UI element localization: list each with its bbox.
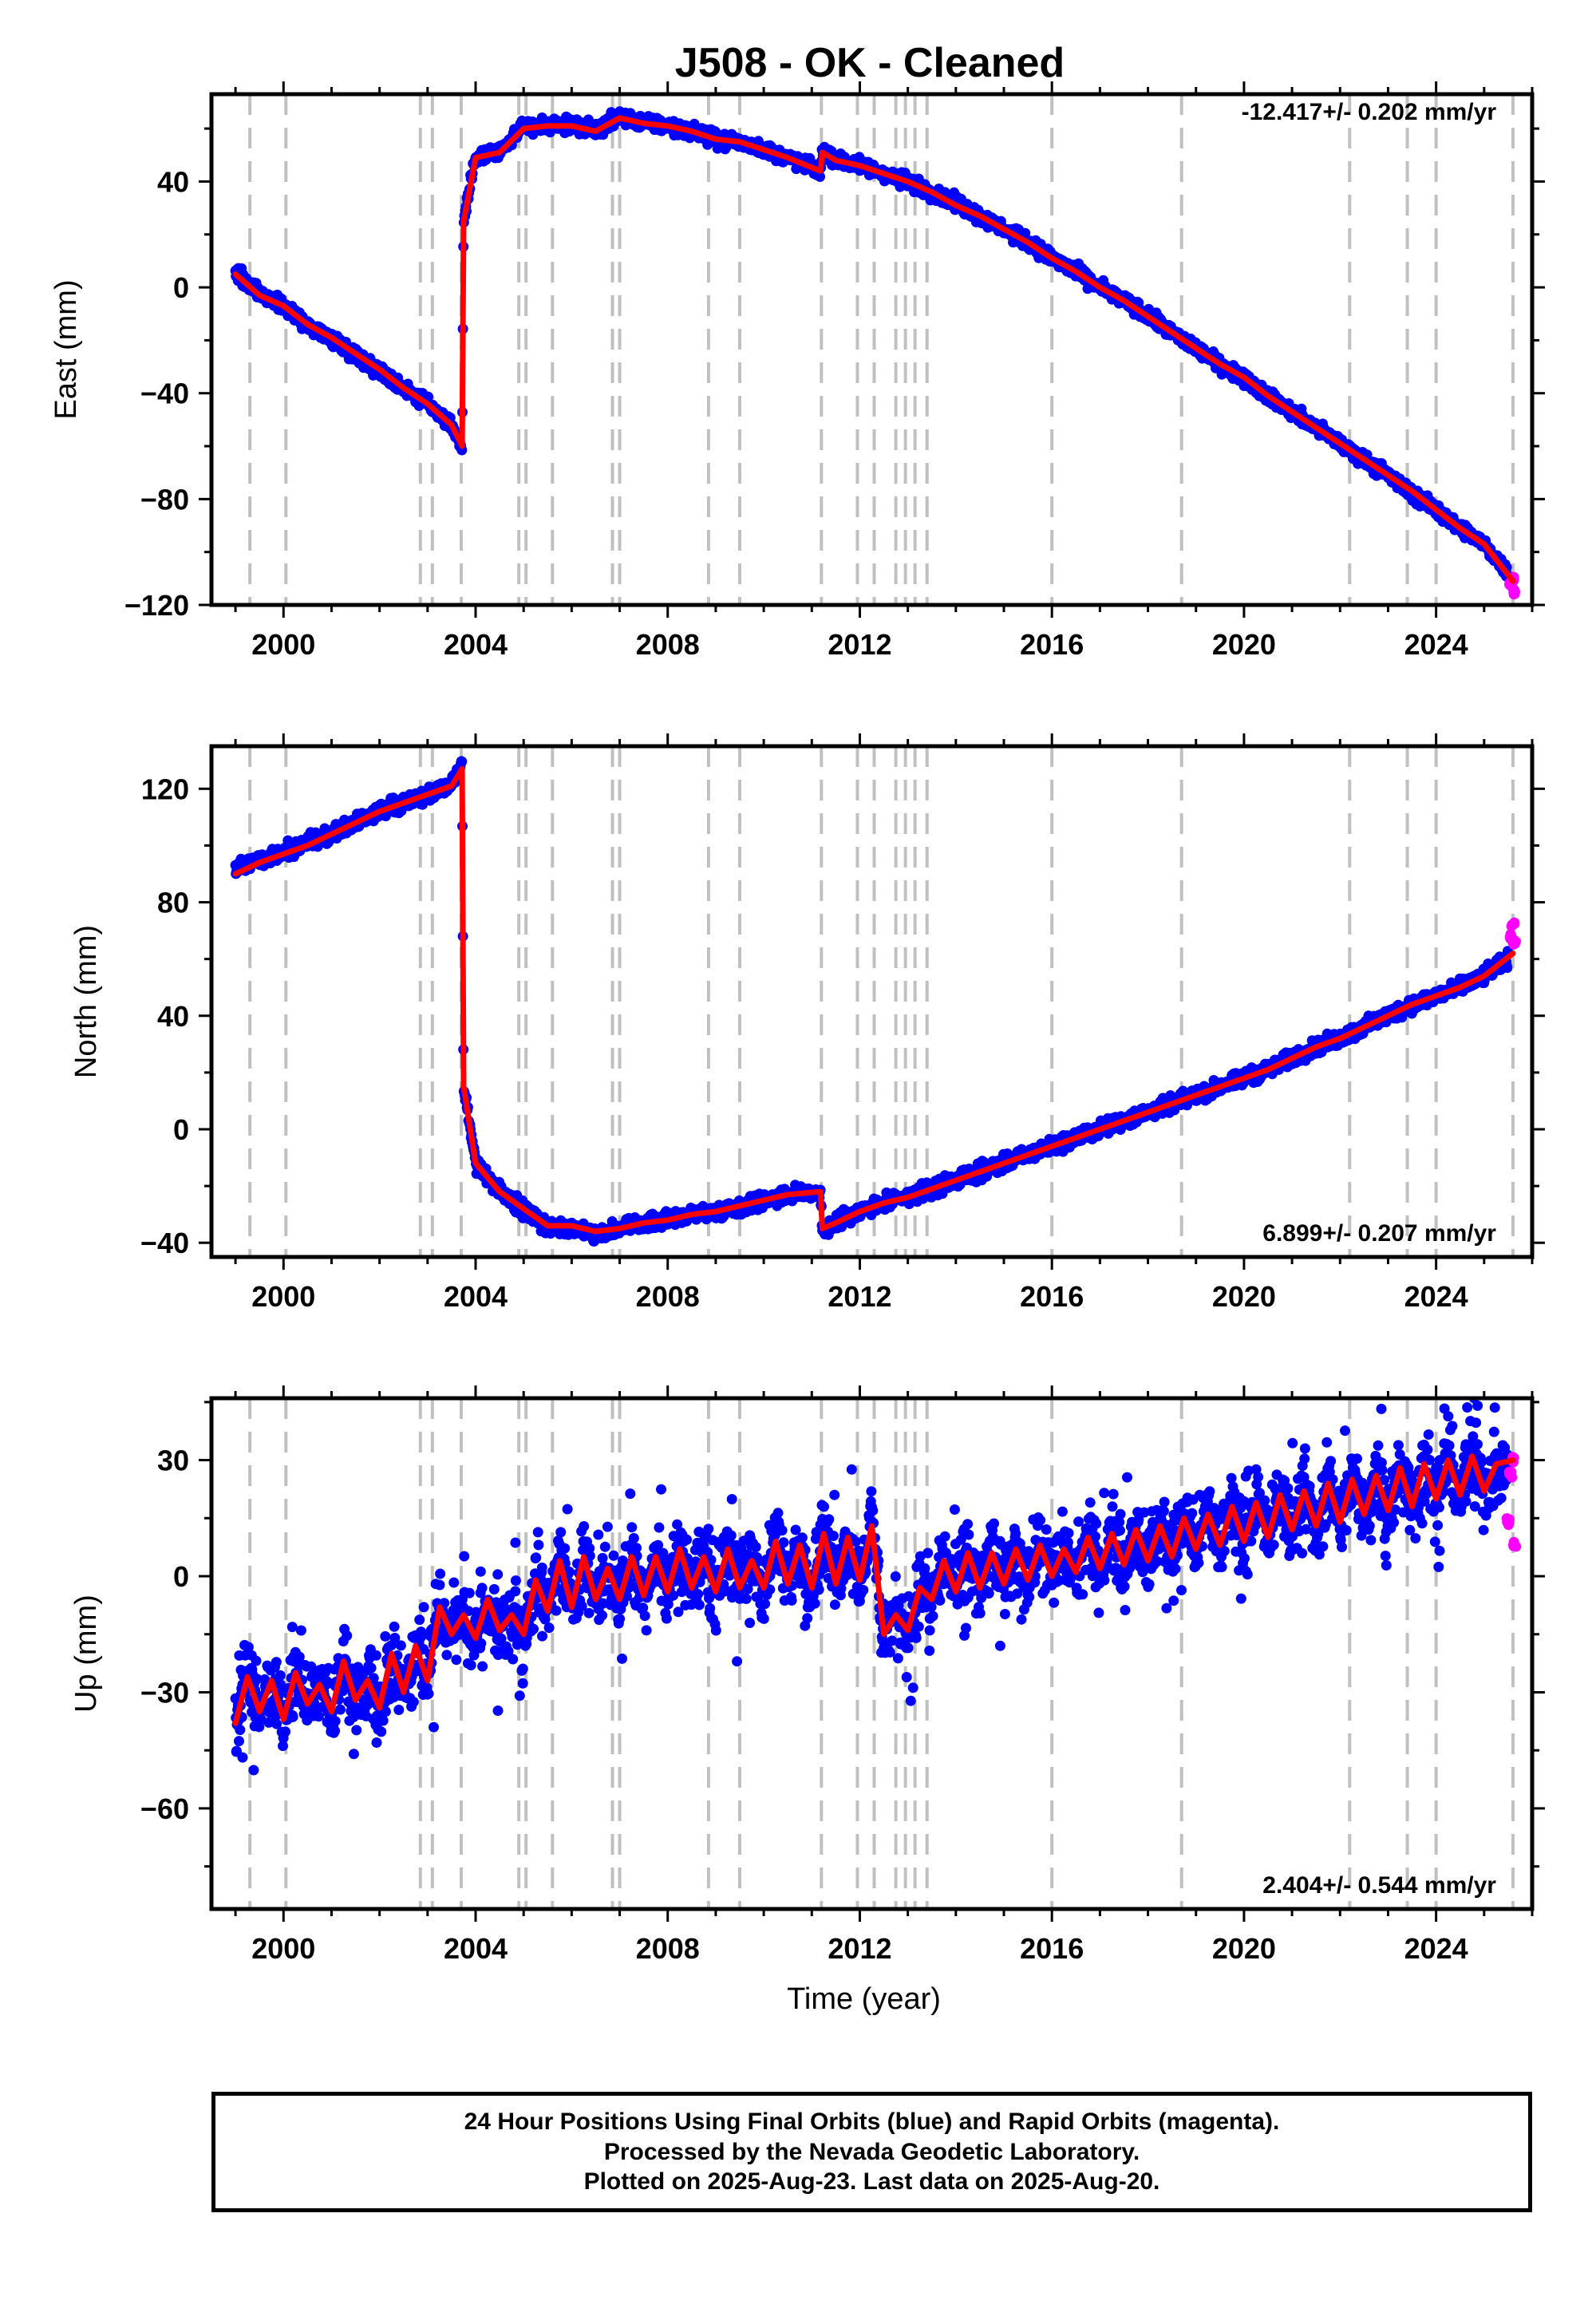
east-plot-frame bbox=[209, 92, 1535, 607]
east-y-tick-label: −80 bbox=[140, 483, 189, 516]
chart-title: J508 - OK - Cleaned bbox=[675, 40, 1065, 86]
east-y-axis-label: East (mm) bbox=[49, 279, 83, 419]
east-rapid-point bbox=[1508, 589, 1519, 600]
east-rate-annotation: -12.417+/- 0.202 mm/yr bbox=[1242, 99, 1497, 125]
north-daily-point bbox=[456, 756, 468, 767]
east-x-tick-label: 2008 bbox=[636, 628, 700, 661]
east-x-tick-label: 2024 bbox=[1404, 628, 1468, 661]
north-data-layer bbox=[230, 756, 1521, 1247]
east-x-tick-label: 2020 bbox=[1212, 628, 1276, 661]
east-x-tick-label: 2000 bbox=[251, 628, 315, 661]
north-panel: 2000 2004 2008 2012 2016 2020 2024−4004080120N… bbox=[69, 733, 1545, 1313]
east-y-tick-label: −120 bbox=[124, 589, 189, 622]
east-y-tick-label: 40 bbox=[157, 165, 189, 198]
east-y-tick-label: −40 bbox=[140, 377, 189, 410]
east-model-line bbox=[232, 115, 1516, 584]
east-panel: 2000 2004 2008 2012 2016 2020 2024 −120 −80 −40 0 4… bbox=[49, 81, 1545, 661]
east-data-layer bbox=[230, 106, 1520, 600]
east-x-tick-label: 2004 bbox=[444, 628, 508, 661]
east-daily-point bbox=[815, 171, 825, 182]
east-x-tick-label: 2016 bbox=[1020, 628, 1084, 661]
east-x-tick-label: 2012 bbox=[828, 628, 891, 661]
east-y-tick-label: 0 bbox=[173, 271, 189, 304]
